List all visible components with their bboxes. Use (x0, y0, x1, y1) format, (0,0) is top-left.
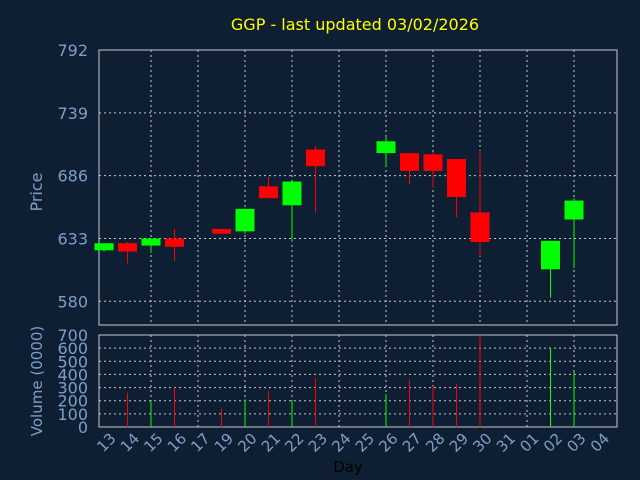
candle-body (541, 240, 560, 270)
x-axis-label: Day (333, 458, 363, 476)
x-tick-label: 24 (328, 429, 354, 455)
volume-tick-label: 700 (57, 326, 88, 345)
price-tick-label: 580 (57, 292, 88, 311)
candle-20 (235, 208, 255, 234)
candle-30 (470, 150, 490, 257)
volume-grid (99, 335, 617, 427)
x-tick-label: 28 (422, 429, 448, 455)
candle-16 (165, 228, 184, 261)
candle-body (376, 141, 396, 154)
price-y-tick-labels: 792 739 686 633 580 (57, 41, 88, 311)
candle-23 (306, 146, 325, 213)
candle-body (423, 154, 443, 171)
x-tick-label: 21 (258, 429, 284, 455)
price-tick-label: 686 (57, 167, 88, 186)
x-tick-label: 04 (587, 429, 613, 455)
candle-body (94, 243, 114, 251)
candle-21 (259, 176, 278, 199)
candle-body (282, 181, 302, 206)
candle-body (470, 212, 490, 243)
candle-27 (400, 153, 419, 184)
x-tick-label: 02 (540, 429, 566, 455)
price-axis-label: Price (27, 172, 46, 211)
candle-26 (376, 136, 396, 167)
volume-bar-series (127, 335, 575, 427)
x-tick-label: 26 (375, 429, 401, 455)
price-grid (99, 49, 617, 325)
candle-body (212, 228, 231, 234)
x-tick-label: 16 (164, 429, 190, 455)
candle-22 (282, 181, 302, 243)
candle-body (165, 238, 184, 247)
candle-body (259, 186, 278, 199)
volume-tick-label: 400 (57, 365, 88, 384)
price-tick-label: 633 (57, 229, 88, 248)
x-tick-label: 13 (93, 429, 119, 455)
candle-body (447, 159, 466, 197)
candle-body (564, 200, 584, 220)
candle-body (118, 243, 137, 252)
price-plot-frame (98, 49, 618, 326)
x-tick-label: 19 (211, 429, 237, 455)
x-tick-label: 01 (516, 429, 542, 455)
x-tick-label: 03 (563, 429, 589, 455)
candle-15 (141, 238, 161, 253)
volume-tick-label: 600 (57, 339, 88, 358)
volume-axis-label: Volume (0000) (28, 326, 46, 436)
candle-28 (423, 151, 443, 188)
x-tick-label: 15 (140, 429, 166, 455)
candle-body (235, 208, 255, 232)
x-tick-label: 20 (234, 429, 260, 455)
x-tick-label: 27 (399, 429, 425, 455)
candle-29 (447, 159, 466, 218)
chart-title: GGP - last updated 03/02/2026 (231, 15, 479, 34)
x-tick-label: 29 (446, 429, 472, 455)
volume-tick-label: 100 (57, 405, 88, 424)
x-tick-label: 23 (305, 429, 331, 455)
price-tick-label: 739 (57, 104, 88, 123)
candle-19 (212, 228, 231, 234)
candle-14 (118, 242, 137, 264)
price-panel: 792 739 686 633 580 Price (27, 41, 618, 326)
x-tick-label: 14 (117, 429, 143, 455)
candle-body (306, 149, 325, 167)
x-tick-label: 31 (493, 429, 519, 455)
volume-tick-label: 0 (78, 418, 88, 437)
volume-tick-label: 300 (57, 379, 88, 398)
candlestick-series (94, 136, 584, 298)
volume-tick-label: 500 (57, 352, 88, 371)
candle-02 (541, 240, 560, 298)
candle-body (141, 238, 161, 246)
x-tick-labels: 1314151617192021222324252627282930310102… (93, 429, 613, 455)
candle-body (400, 153, 419, 171)
x-tick-label: 25 (352, 429, 378, 455)
volume-tick-label: 200 (57, 392, 88, 411)
x-tick-label: 17 (187, 429, 213, 455)
x-tick-label: 30 (469, 429, 495, 455)
candle-13 (94, 243, 114, 252)
candle-03 (564, 198, 584, 269)
volume-plot-frame (98, 334, 618, 428)
price-tick-label: 792 (57, 41, 88, 60)
x-tick-label: 22 (281, 429, 307, 455)
